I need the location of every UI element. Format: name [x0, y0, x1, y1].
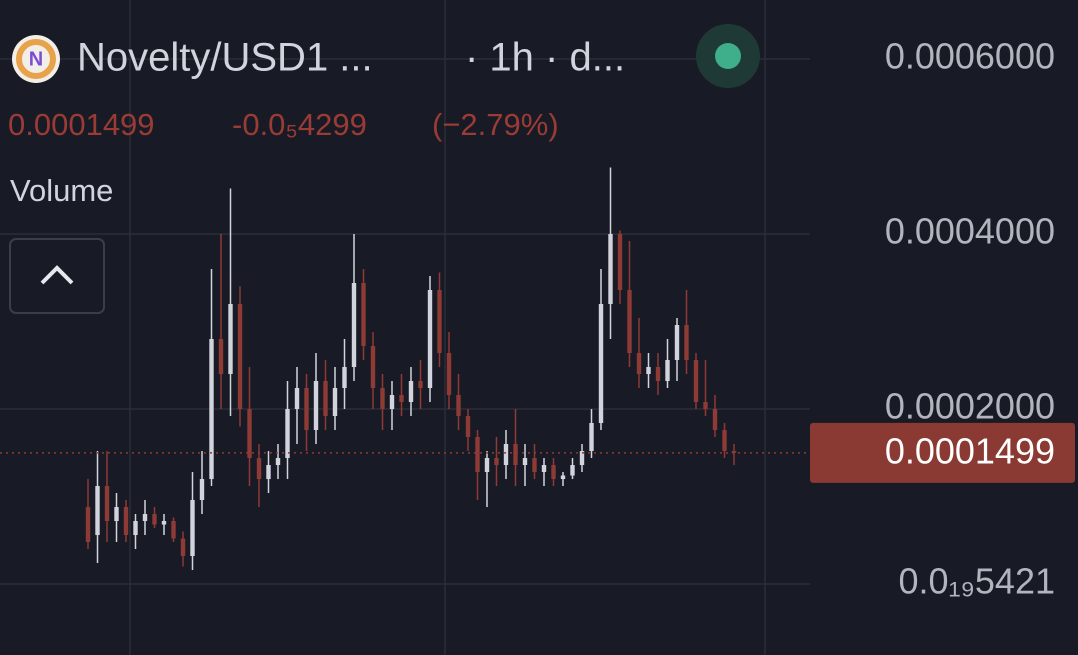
plot	[0, 58, 810, 585]
candle-body	[123, 507, 129, 536]
candle-body	[133, 521, 138, 536]
candle-body	[646, 367, 651, 375]
candle-body	[712, 409, 718, 431]
candle-body	[228, 304, 233, 375]
candle-body	[608, 233, 613, 305]
candle-body	[598, 304, 604, 424]
candle-body	[636, 353, 642, 375]
last-price-label: 0.0001499	[885, 430, 1055, 471]
candle-body	[503, 444, 509, 466]
collapse-button[interactable]	[9, 238, 105, 314]
candle-body	[731, 451, 737, 453]
candle-body	[446, 353, 452, 396]
candle-body	[161, 521, 167, 525]
candle-body	[247, 409, 252, 459]
candle-body	[142, 514, 148, 522]
change: -0.0₅4299	[232, 107, 367, 142]
logo-letter: N	[29, 48, 43, 70]
candle-body	[418, 381, 423, 389]
y-tick-label: 0.0004000	[885, 211, 1055, 252]
price: 0.0001499	[8, 107, 155, 142]
candle-body	[655, 367, 661, 382]
candle-body	[332, 388, 338, 417]
candle-body	[722, 430, 727, 452]
candle-body	[465, 416, 471, 438]
candle-body	[579, 451, 585, 466]
change-pct: (−2.79%)	[432, 107, 559, 142]
candle-body	[380, 388, 385, 410]
candle-body	[684, 325, 689, 361]
candle-body	[304, 388, 309, 431]
candle-body	[456, 395, 461, 417]
candle-body	[389, 395, 395, 410]
candle-body	[494, 458, 499, 466]
last-price-box	[810, 422, 1075, 483]
candle-body	[437, 290, 442, 354]
candle-body	[313, 381, 319, 431]
candle-body	[104, 486, 110, 522]
candle-body	[475, 437, 480, 473]
candle-body	[209, 339, 214, 480]
candle-body	[114, 507, 119, 522]
candle-body	[370, 346, 376, 389]
candle-body	[532, 458, 537, 473]
candle-body	[513, 444, 518, 466]
candle-body	[199, 479, 205, 501]
volume-label: Volume	[10, 173, 113, 208]
candle-body	[693, 360, 699, 403]
pair-title[interactable]: Novelty/USD1 ...	[77, 36, 373, 80]
candle-body	[703, 402, 708, 410]
candle-body	[361, 283, 366, 347]
candle-body	[674, 325, 680, 361]
candle-body	[399, 395, 404, 403]
candle-body	[589, 423, 594, 452]
candle-body	[427, 290, 433, 389]
candle-body	[408, 381, 414, 403]
candle-body	[218, 339, 224, 375]
candle-body	[256, 458, 262, 480]
candle-body	[522, 458, 528, 466]
candle-body	[266, 465, 271, 480]
candle-body	[627, 290, 632, 354]
candle-body	[95, 486, 100, 536]
logo-ring	[16, 39, 56, 79]
candle-body	[570, 465, 575, 476]
status-dot	[715, 43, 741, 69]
candle-body	[484, 458, 490, 473]
candle-body	[560, 475, 566, 480]
candle-body	[190, 500, 195, 557]
candle-body	[180, 538, 186, 557]
candle-body	[275, 458, 281, 466]
candle-body	[85, 507, 91, 543]
candle-body	[237, 304, 243, 410]
candle-body	[342, 367, 347, 389]
chevron-up	[40, 265, 74, 285]
candle-body	[551, 465, 556, 480]
candle-body	[294, 388, 300, 410]
candle-body	[541, 465, 547, 473]
candle-body	[617, 233, 623, 291]
y-tick-label: 0.0006000	[885, 35, 1055, 76]
candle-body	[171, 521, 176, 539]
candle-body	[323, 381, 328, 417]
candle-body	[152, 514, 157, 525]
y-tick-label: 0.0002000	[885, 386, 1055, 427]
candle-body	[351, 283, 357, 368]
y-tick-label: 0.0₁₉5421	[898, 561, 1055, 602]
candle-body	[285, 409, 290, 459]
interval[interactable]: · 1h · d...	[465, 36, 625, 80]
candle-body	[665, 360, 670, 382]
